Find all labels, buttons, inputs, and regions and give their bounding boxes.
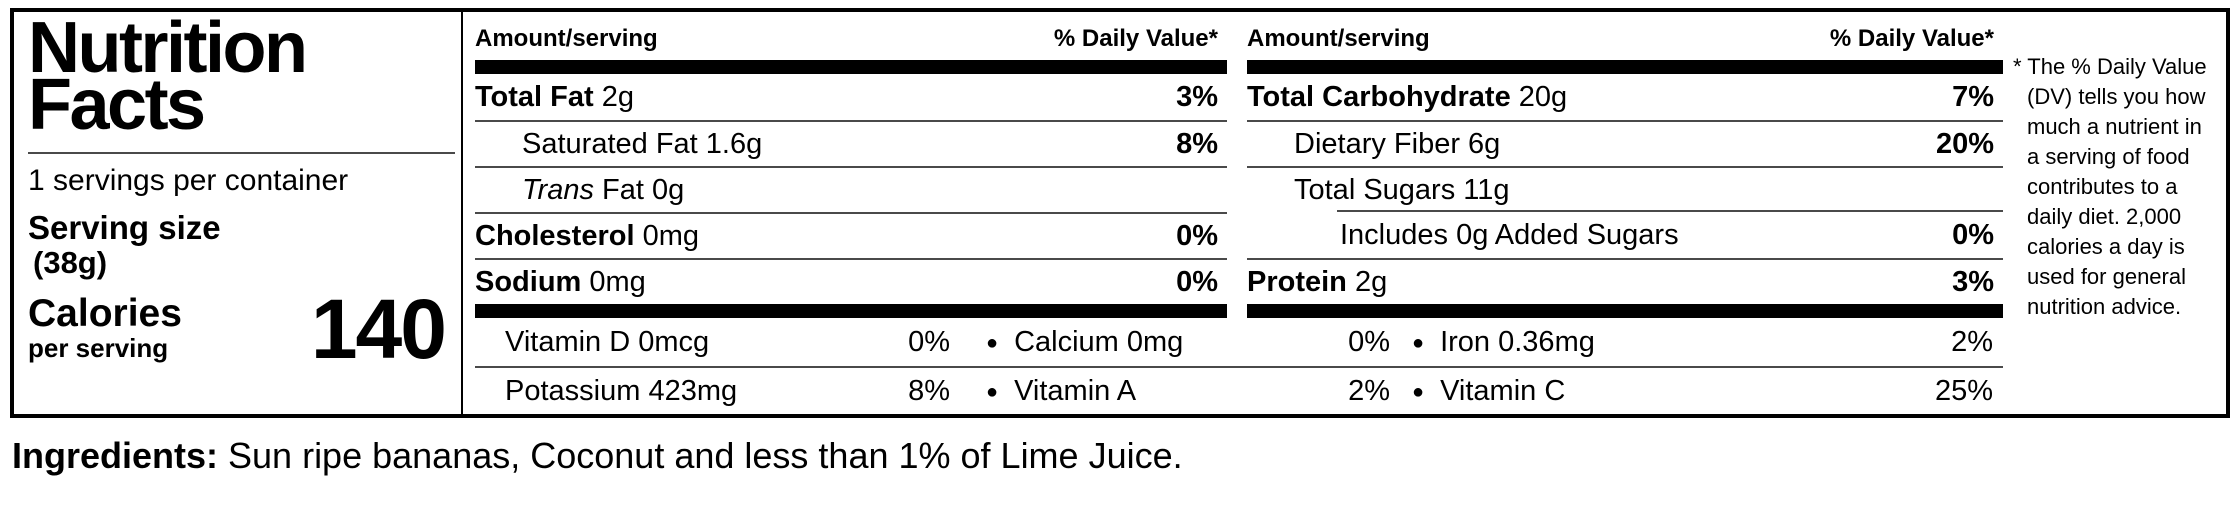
- micronutrient-cell: ● Vitamin C 25%: [1390, 375, 2003, 408]
- ingredients-line: Ingredients: Sun ripe bananas, Coconut a…: [12, 434, 1183, 478]
- table-row-total-sugars: Total Sugars 11g: [1247, 166, 2003, 212]
- micronutrient-cell: ● Vitamin A 2%: [950, 375, 1390, 408]
- micronutrient-cell: ● Calcium 0mg 0%: [950, 326, 1390, 359]
- nutrient-column-right: Amount/serving % Daily Value* Total Carb…: [1247, 12, 2003, 318]
- column-gap: [1227, 12, 1247, 318]
- table-row-saturated-fat: Saturated Fat 1.6g 8%: [475, 120, 1227, 166]
- daily-value: 7%: [1952, 80, 1994, 113]
- calories-sublabel: per serving: [28, 333, 169, 363]
- daily-value: 8%: [908, 374, 950, 407]
- footnote-text: * The % Daily Value (DV) tells you how m…: [2013, 54, 2207, 319]
- table-row-total-carbohydrate: Total Carbohydrate 20g 7%: [1247, 74, 2003, 120]
- bullet-icon: ●: [986, 332, 999, 354]
- nutrient-columns: Amount/serving % Daily Value* Total Fat …: [475, 12, 2003, 318]
- daily-value: 0%: [1176, 219, 1218, 252]
- calories-value: 140: [310, 282, 447, 376]
- daily-value: 0%: [1952, 218, 1994, 251]
- table-row-total-fat: Total Fat 2g 3%: [475, 74, 1227, 120]
- ingredients-text: Sun ripe bananas, Coconut and less than …: [218, 435, 1183, 476]
- title-line-2: Facts: [28, 65, 206, 145]
- ingredients-label: Ingredients:: [12, 435, 219, 476]
- calories-row: Calories per serving 140: [28, 282, 455, 376]
- bullet-icon: ●: [1412, 381, 1425, 403]
- calories-label: Calories: [28, 292, 182, 335]
- daily-value: 25%: [1934, 374, 1993, 407]
- table-row-protein: Protein 2g 3%: [1247, 258, 2003, 304]
- table-row-added-sugars: Includes 0g Added Sugars 0%: [1247, 210, 2003, 258]
- daily-value: 2%: [1951, 325, 1993, 358]
- micronutrient-cell: Vitamin D 0mcg 0%: [475, 326, 950, 359]
- nutrient-name: Saturated Fat 1.6g: [522, 127, 763, 160]
- table-row-sodium: Sodium 0mg 0%: [475, 258, 1227, 304]
- nutrient-name: Potassium 423mg: [505, 374, 738, 407]
- nutrition-facts-panel: Nutrition Facts 1 servings per container…: [10, 8, 2230, 418]
- servings-per-container: 1 servings per container: [28, 164, 349, 197]
- table-row-cholesterol: Cholesterol 0mg 0%: [475, 212, 1227, 258]
- table-row-trans-fat: Trans Fat 0g: [475, 166, 1227, 212]
- daily-value: 2%: [1348, 374, 1390, 407]
- nutrient-name: ● Calcium 0mg: [986, 325, 1184, 358]
- identity-panel: Nutrition Facts 1 servings per container…: [14, 12, 461, 414]
- thick-bar: [475, 304, 1227, 318]
- nutrient-name: Vitamin D 0mcg: [505, 325, 710, 358]
- nutrient-name: ● Vitamin A: [986, 374, 1137, 407]
- calories-label-block: Calories per serving: [28, 292, 182, 363]
- serving-size-value: (38g): [33, 245, 108, 280]
- bullet-icon: ●: [1412, 332, 1425, 354]
- daily-value: 20%: [1935, 127, 1994, 160]
- micronutrient-row-2: Potassium 423mg 8% ● Vitamin A 2% ● Vitami…: [475, 366, 2003, 414]
- nutrient-name: Total Fat 2g: [475, 80, 635, 113]
- daily-value: 3%: [1176, 80, 1218, 113]
- daily-value: 8%: [1176, 127, 1218, 160]
- column-header: Amount/serving % Daily Value*: [1247, 12, 2003, 60]
- nutrition-facts-title: Nutrition Facts: [28, 8, 455, 145]
- daily-value: 0%: [1348, 325, 1390, 358]
- nutrient-name: Total Carbohydrate 20g: [1247, 80, 1568, 113]
- amount-per-serving-header: Amount/serving: [1247, 25, 1430, 52]
- nutrient-name: Trans Fat 0g: [522, 173, 685, 206]
- panel-divider: [461, 12, 463, 414]
- nutrient-name: Protein 2g: [1247, 265, 1388, 298]
- thick-bar: [1247, 304, 2003, 318]
- nutrient-name: Sodium 0mg: [475, 265, 646, 298]
- nutrient-name: Dietary Fiber 6g: [1294, 127, 1501, 160]
- daily-value-header: % Daily Value*: [1829, 25, 1994, 52]
- amount-per-serving-header: Amount/serving: [475, 25, 658, 52]
- micronutrient-row-1: Vitamin D 0mcg 0% ● Calcium 0mg 0% ● Iron …: [475, 318, 2003, 366]
- nutrient-name: ● Iron 0.36mg: [1412, 325, 1595, 358]
- daily-value-footnote: * The % Daily Value (DV) tells you how m…: [2003, 12, 2226, 414]
- bullet-icon: ●: [986, 381, 999, 403]
- title-divider: [28, 152, 455, 154]
- nutrient-name: Includes 0g Added Sugars: [1340, 218, 1679, 251]
- thick-bar: [475, 60, 1227, 74]
- title-line-1: Nutrition: [28, 8, 308, 88]
- column-header: Amount/serving % Daily Value*: [475, 12, 1227, 60]
- thick-bar: [1247, 60, 2003, 74]
- nutrient-name: Total Sugars 11g: [1294, 173, 1510, 206]
- nutrient-name: Cholesterol 0mg: [475, 219, 700, 252]
- serving-size-label: Serving size: [28, 209, 221, 246]
- micronutrient-cell: ● Iron 0.36mg 2%: [1390, 326, 2003, 359]
- nutrient-table: Amount/serving % Daily Value* Total Fat …: [463, 12, 2003, 414]
- daily-value: 0%: [1176, 265, 1218, 298]
- micronutrient-cell: Potassium 423mg 8%: [475, 375, 950, 408]
- table-row-dietary-fiber: Dietary Fiber 6g 20%: [1247, 120, 2003, 166]
- daily-value: 3%: [1952, 265, 1994, 298]
- nutrient-column-left: Amount/serving % Daily Value* Total Fat …: [475, 12, 1227, 318]
- daily-value-header: % Daily Value*: [1053, 25, 1218, 52]
- daily-value: 0%: [908, 325, 950, 358]
- nutrient-name: ● Vitamin C: [1412, 374, 1566, 407]
